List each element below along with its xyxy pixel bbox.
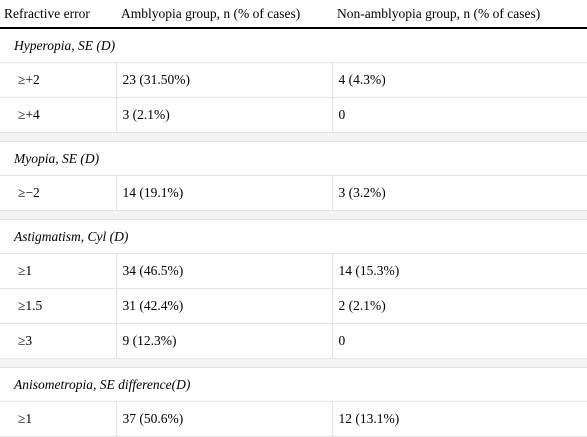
amblyopia-value: 37 (50.6%) bbox=[115, 401, 332, 437]
section-spacer bbox=[0, 358, 587, 368]
table-header: Refractive error Amblyopia group, n (% o… bbox=[0, 0, 587, 29]
non-amblyopia-value: 4 (4.3%) bbox=[331, 62, 587, 98]
table-row: ≥3 9 (12.3%) 0 bbox=[0, 323, 587, 359]
section-row-myopia: Myopia, SE (D) bbox=[0, 141, 587, 176]
table-body: Hyperopia, SE (D) ≥+2 23 (31.50%) 4 (4.3… bbox=[0, 28, 587, 437]
table-row: ≥1.5 31 (42.4%) 2 (2.1%) bbox=[0, 288, 587, 324]
non-amblyopia-value: 0 bbox=[331, 323, 587, 359]
row-label: ≥1.5 bbox=[0, 288, 116, 324]
non-amblyopia-value: 0 bbox=[331, 97, 587, 133]
row-label: ≥−2 bbox=[0, 175, 116, 211]
header-non-amblyopia-group: Non-amblyopia group, n (% of cases) bbox=[332, 0, 587, 29]
table-row: ≥+2 23 (31.50%) 4 (4.3%) bbox=[0, 62, 587, 98]
section-row-astigmatism: Astigmatism, Cyl (D) bbox=[0, 219, 587, 254]
row-label: ≥3 bbox=[0, 323, 116, 359]
header-amblyopia-group: Amblyopia group, n (% of cases) bbox=[116, 0, 332, 29]
row-label: ≥1 bbox=[0, 401, 116, 437]
section-title: Astigmatism, Cyl (D) bbox=[0, 219, 587, 254]
table-row: ≥+4 3 (2.1%) 0 bbox=[0, 97, 587, 133]
row-label: ≥+2 bbox=[0, 62, 116, 98]
non-amblyopia-value: 14 (15.3%) bbox=[331, 253, 587, 289]
amblyopia-value: 23 (31.50%) bbox=[115, 62, 332, 98]
table-row: ≥1 34 (46.5%) 14 (15.3%) bbox=[0, 253, 587, 289]
header-row: Refractive error Amblyopia group, n (% o… bbox=[0, 0, 587, 29]
section-row-hyperopia: Hyperopia, SE (D) bbox=[0, 28, 587, 63]
row-label: ≥1 bbox=[0, 253, 116, 289]
amblyopia-value: 14 (19.1%) bbox=[115, 175, 332, 211]
table-row: ≥−2 14 (19.1%) 3 (3.2%) bbox=[0, 175, 587, 211]
non-amblyopia-value: 12 (13.1%) bbox=[331, 401, 587, 437]
section-title: Hyperopia, SE (D) bbox=[0, 28, 587, 63]
section-title: Myopia, SE (D) bbox=[0, 141, 587, 176]
section-title: Anisometropia, SE difference(D) bbox=[0, 367, 587, 402]
row-label: ≥+4 bbox=[0, 97, 116, 133]
non-amblyopia-value: 2 (2.1%) bbox=[331, 288, 587, 324]
section-row-anisometropia: Anisometropia, SE difference(D) bbox=[0, 367, 587, 402]
amblyopia-value: 9 (12.3%) bbox=[115, 323, 332, 359]
table-row: ≥1 37 (50.6%) 12 (13.1%) bbox=[0, 401, 587, 437]
amblyopia-value: 34 (46.5%) bbox=[115, 253, 332, 289]
amblyopia-value: 31 (42.4%) bbox=[115, 288, 332, 324]
section-spacer bbox=[0, 132, 587, 142]
non-amblyopia-value: 3 (3.2%) bbox=[331, 175, 587, 211]
header-refractive-error: Refractive error bbox=[0, 0, 116, 29]
amblyopia-value: 3 (2.1%) bbox=[115, 97, 332, 133]
section-spacer bbox=[0, 210, 587, 220]
